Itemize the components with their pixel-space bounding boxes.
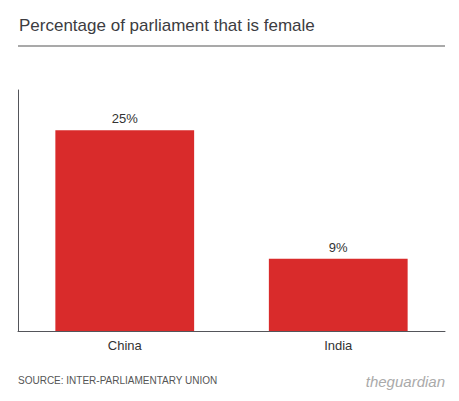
svg-text:Percentage of parliament that: Percentage of parliament that is female (19, 16, 315, 35)
svg-text:India: India (324, 338, 353, 353)
svg-text:9%: 9% (329, 240, 348, 255)
svg-text:SOURCE: INTER-PARLIAMENTARY UN: SOURCE: INTER-PARLIAMENTARY UNION (18, 375, 217, 386)
svg-text:China: China (108, 338, 143, 353)
svg-text:25%: 25% (112, 111, 138, 126)
svg-text:theguardian: theguardian (366, 373, 445, 390)
